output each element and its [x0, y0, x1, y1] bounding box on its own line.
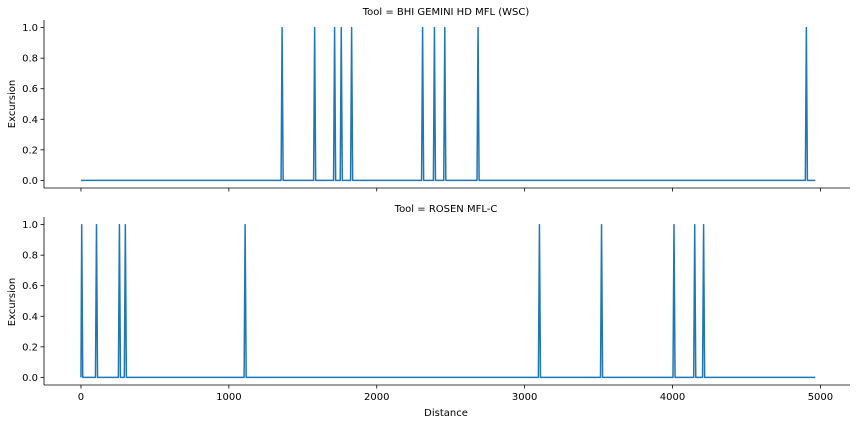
panel-2-y-ticks: 0.0 0.2 0.4 0.6 0.8 1.0 — [22, 220, 44, 384]
panel-2-y-tick-label: 0.6 — [22, 281, 38, 292]
panel-1-x-ticks — [80, 188, 821, 192]
panel-2-y-axis-label: Excursion — [7, 278, 18, 326]
x-axis-label: Distance — [424, 408, 468, 419]
panel-1-y-axis-label: Excursion — [7, 80, 18, 128]
panel-2-y-tick-label: 0.4 — [22, 312, 38, 323]
panel-2-x-tick-label: 0 — [78, 392, 84, 403]
panel-2-x-tick-label: 1000 — [216, 392, 241, 403]
panel-1: Tool = BHI GEMINI HD MFL (WSC) Excursion… — [7, 7, 850, 192]
panel-2-x-tick-label: 3000 — [512, 392, 537, 403]
panel-2-y-tick-label: 1.0 — [22, 220, 38, 231]
panel-2-x-ticks: 0 1000 2000 3000 4000 5000 — [78, 385, 833, 403]
panel-1-y-tick-label: 0.2 — [22, 145, 38, 156]
panel-2-y-tick-label: 0.8 — [22, 251, 38, 262]
panel-1-y-tick-label: 0.6 — [22, 84, 38, 95]
panel-2: Tool = ROSEN MFL-C Excursion 0.00.20.40.… — [7, 204, 850, 403]
panel-2-series-line — [80, 223, 816, 379]
panel-1-y-ticks: 0.0 0.2 0.4 0.6 0.8 1.0 — [22, 23, 44, 187]
panel-2-x-tick-label: 4000 — [660, 392, 685, 403]
panel-2-x-tick-label: 5000 — [808, 392, 833, 403]
panel-1-y-tick-label: 1.0 — [22, 23, 38, 34]
panel-1-series-line — [80, 26, 816, 182]
panel-1-y-tick-label: 0.4 — [22, 115, 38, 126]
panel-2-y-tick-label: 0.0 — [22, 373, 38, 384]
panel-1-y-tick-label: 0.0 — [22, 176, 38, 187]
panel-1-title: Tool = BHI GEMINI HD MFL (WSC) — [362, 7, 530, 18]
panel-2-title: Tool = ROSEN MFL-C — [394, 204, 498, 215]
panel-1-y-tick-label: 0.8 — [22, 54, 38, 65]
panel-2-x-tick-label: 2000 — [364, 392, 389, 403]
panel-2-y-tick-label: 0.2 — [22, 342, 38, 353]
